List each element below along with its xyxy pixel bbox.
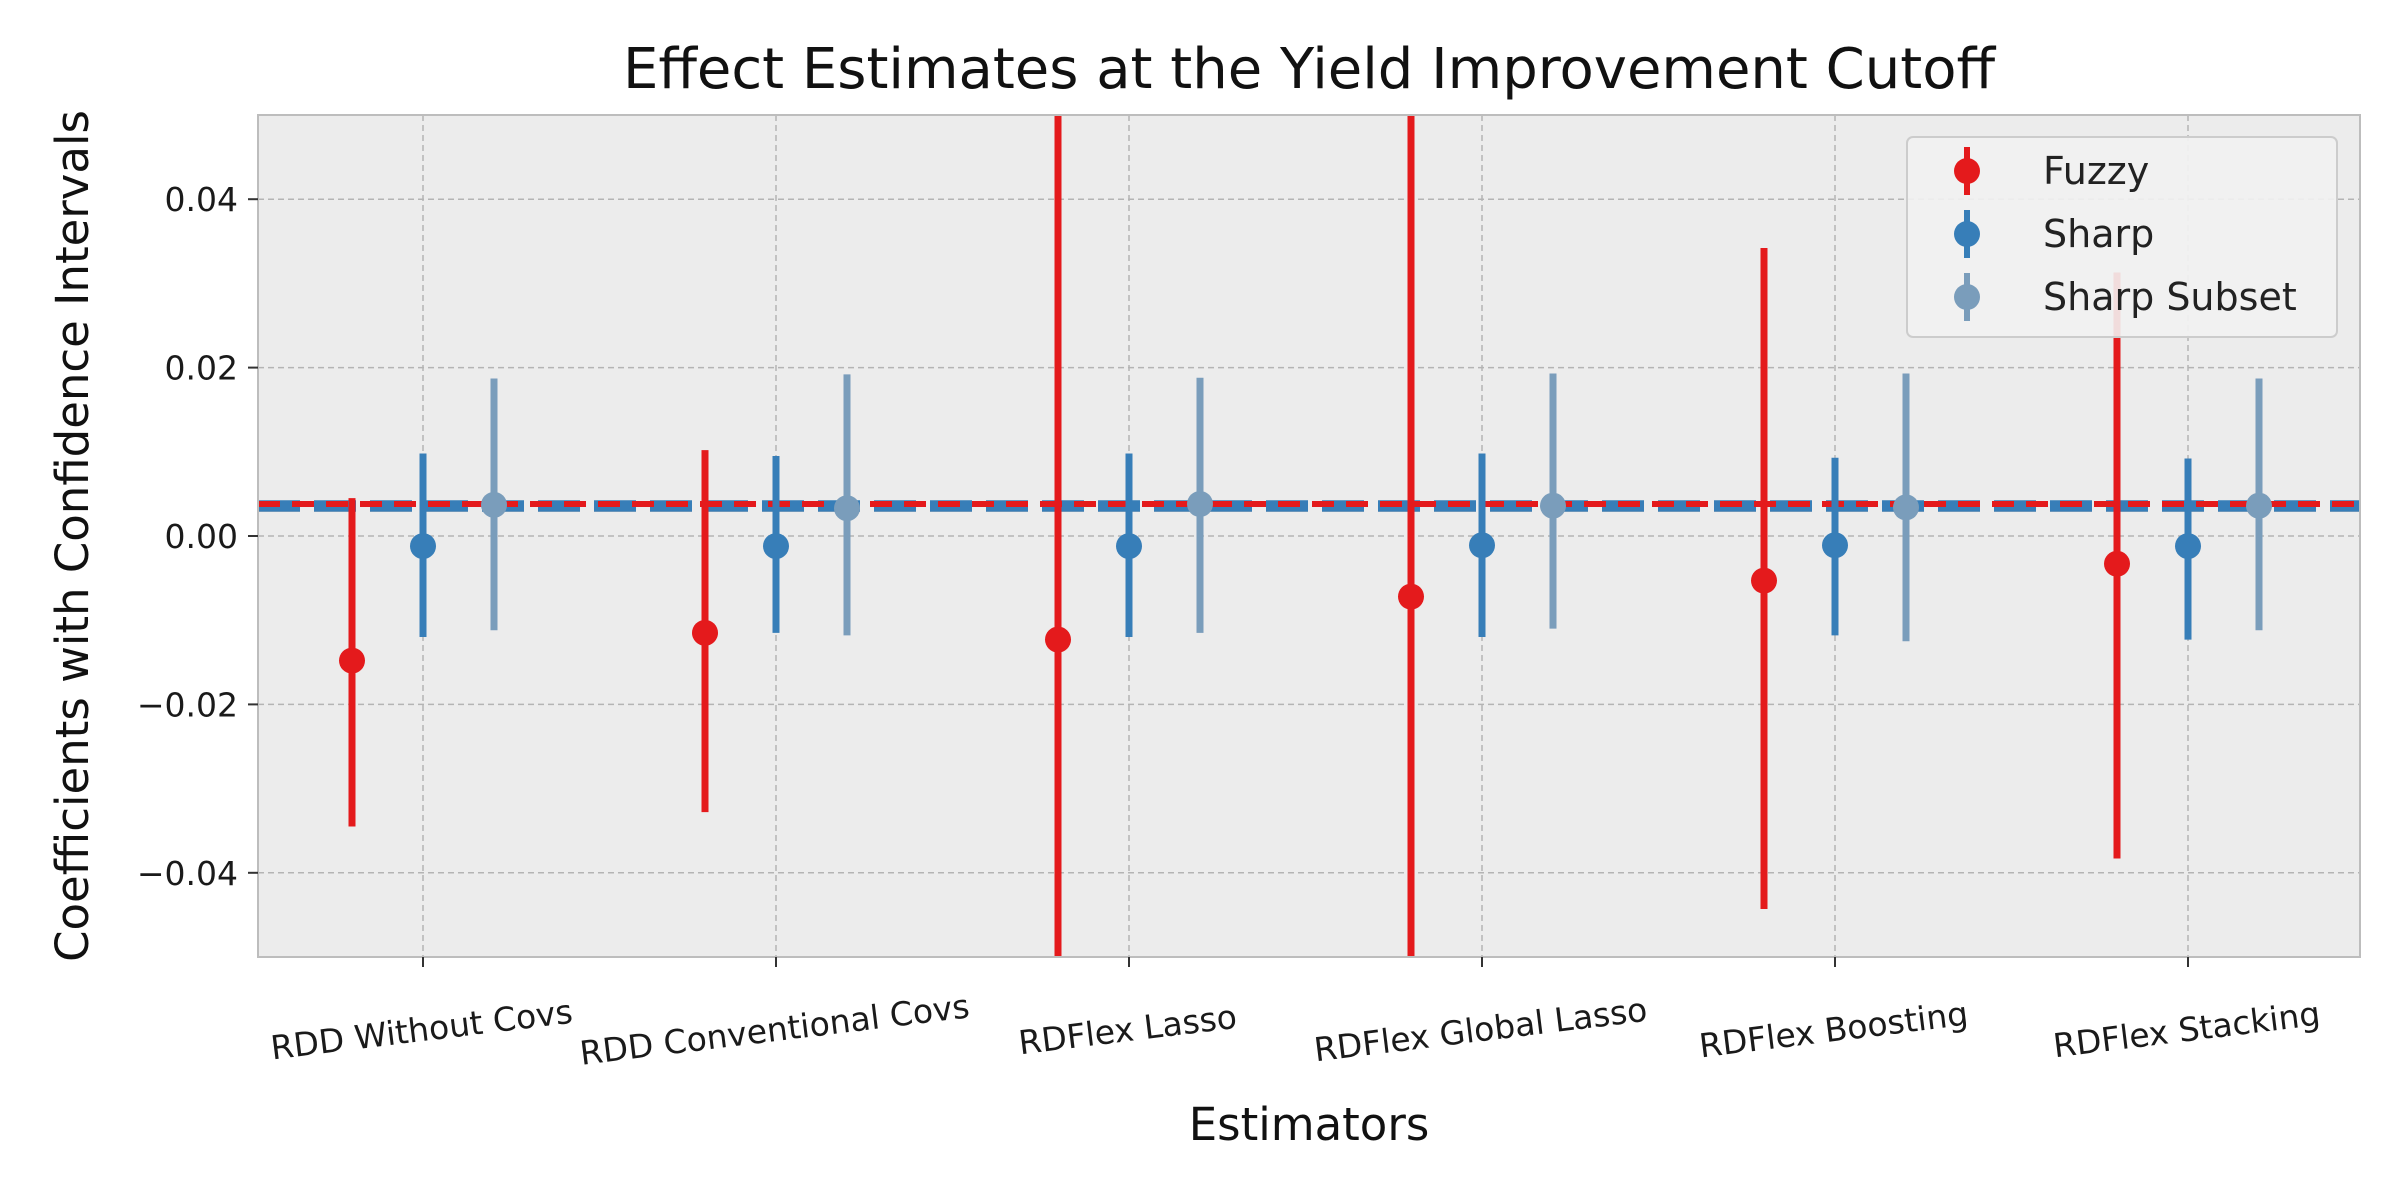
legend-marker-sharp-subset	[1954, 284, 1980, 310]
sharp-subset-point	[481, 491, 507, 518]
legend-label-sharp-subset: Sharp Subset	[2043, 275, 2297, 319]
x-tick-label: RDD Without Covs	[269, 992, 575, 1068]
sharp-point	[1116, 533, 1142, 560]
sharp-subset-point	[1540, 492, 1566, 519]
legend: Fuzzy Sharp Sharp Subset	[1906, 136, 2338, 338]
y-tick-label: 0.00	[165, 517, 238, 556]
x-tick-label: RDFlex Stacking	[2051, 994, 2322, 1065]
sharp-point	[1822, 532, 1848, 559]
y-tick-label: 0.04	[165, 180, 238, 219]
y-tick-label: −0.04	[137, 854, 238, 893]
fuzzy-point	[1751, 567, 1777, 594]
sharp-subset-point	[1893, 494, 1919, 521]
y-tick-label: −0.02	[137, 685, 238, 724]
reference-lines	[258, 500, 2360, 513]
sharp-point	[1469, 532, 1495, 559]
x-tick-label: RDFlex Lasso	[1016, 997, 1239, 1062]
sharp-point	[763, 533, 789, 560]
legend-marker-sharp	[1954, 221, 1980, 247]
sharp-subset-point	[834, 495, 860, 522]
x-tick-label: RDFlex Global Lasso	[1312, 990, 1649, 1070]
legend-marker-fuzzy	[1954, 158, 1980, 184]
x-tick-label: RDD Conventional Covs	[578, 986, 972, 1073]
chart-title: Effect Estimates at the Yield Improvemen…	[623, 37, 1997, 102]
legend-box	[1906, 136, 2338, 338]
x-tick-label: RDFlex Boosting	[1697, 994, 1970, 1066]
sharp-subset-point	[1187, 491, 1213, 518]
fuzzy-point	[692, 619, 718, 646]
fuzzy-point	[1045, 626, 1071, 653]
y-tick-label: 0.02	[165, 349, 238, 388]
x-axis-title: Estimators	[1189, 1098, 1430, 1151]
legend-label-fuzzy: Fuzzy	[2043, 149, 2149, 193]
error-bars	[339, 115, 2272, 957]
y-axis-title: Coefficients with Confidence Intervals	[46, 110, 99, 962]
sharp-point	[2175, 533, 2201, 560]
fuzzy-point	[1398, 583, 1424, 610]
sharp-subset-point	[2246, 492, 2272, 519]
legend-label-sharp: Sharp	[2043, 212, 2154, 256]
fuzzy-point	[2104, 550, 2130, 577]
sharp-point	[410, 533, 436, 560]
fuzzy-point	[339, 647, 365, 674]
